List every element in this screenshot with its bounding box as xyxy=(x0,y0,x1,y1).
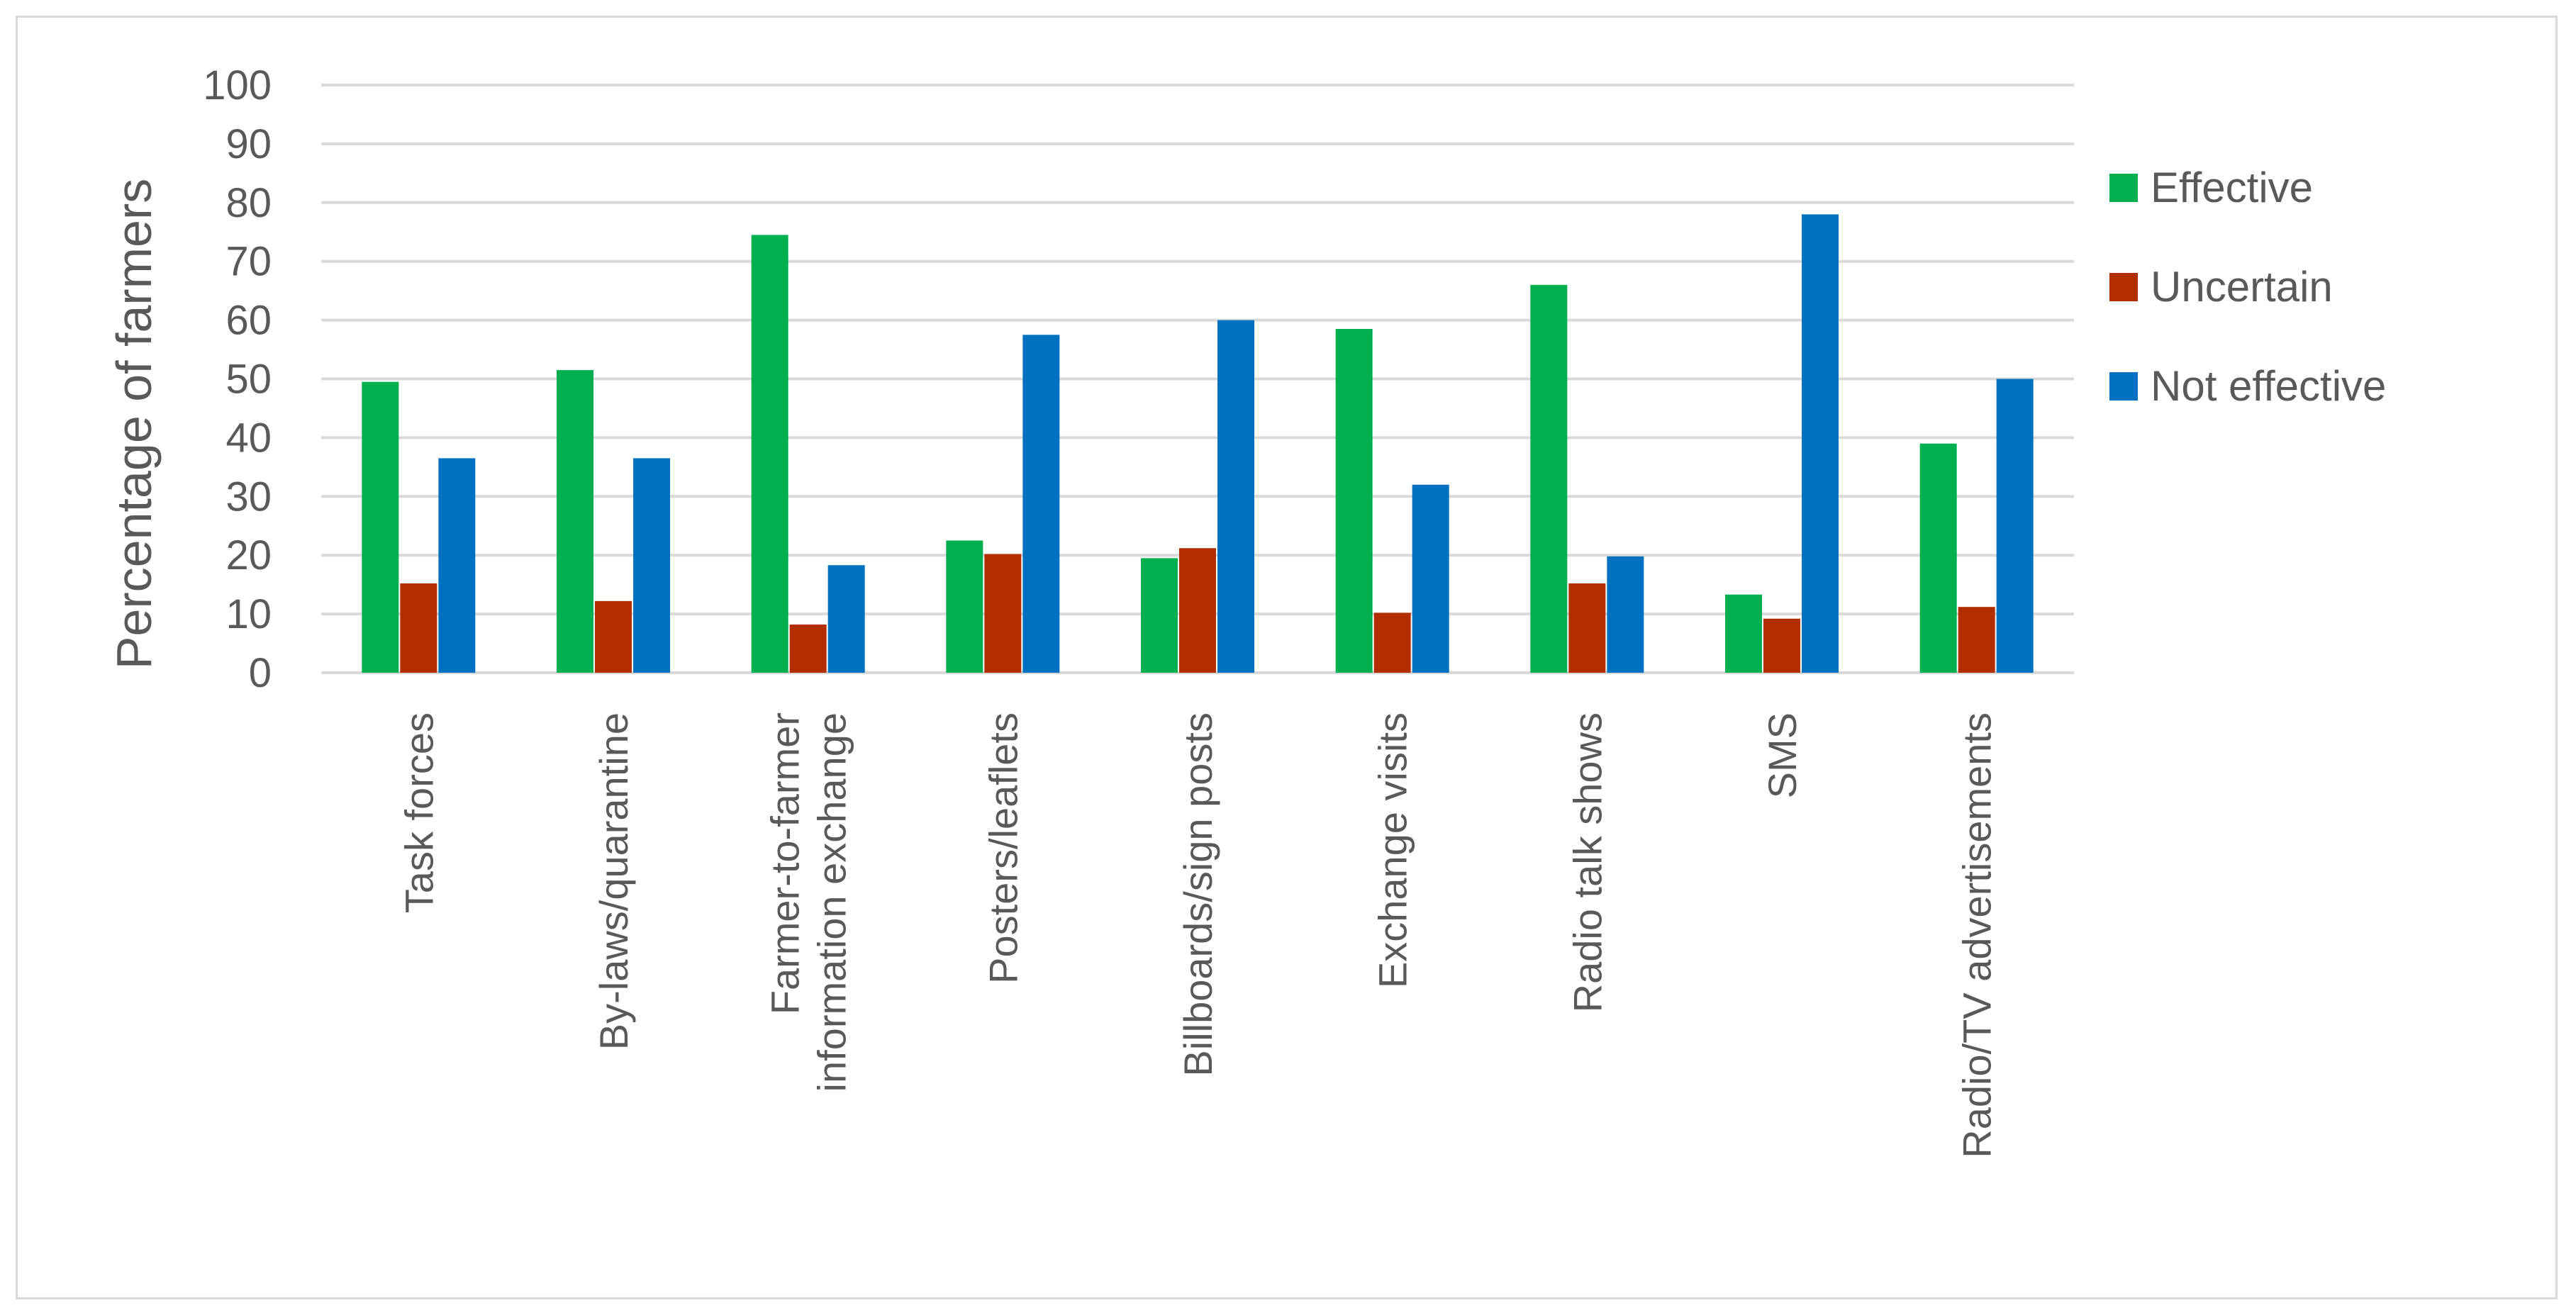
legend-label: Uncertain xyxy=(2151,263,2333,310)
x-tick-label: Posters/leaflets xyxy=(981,712,1025,984)
bar-not-effective xyxy=(1607,556,1644,673)
legend-swatch xyxy=(2109,273,2138,301)
bar-effective xyxy=(362,381,399,673)
x-tick-label: Farmer-to-farmerinformation exchange xyxy=(763,712,854,1092)
y-tick-label: 10 xyxy=(225,591,272,637)
x-tick-label-line: Posters/leaflets xyxy=(981,712,1025,984)
bar-not-effective xyxy=(438,458,476,673)
y-axis-ticks: 0 10 20 30 40 50 60 70 80 90 100 xyxy=(203,62,272,696)
bar-uncertain xyxy=(984,554,1022,673)
y-tick-label: 50 xyxy=(225,357,272,403)
bar-not-effective xyxy=(827,565,865,673)
bar-uncertain xyxy=(1373,612,1411,673)
bar-not-effective xyxy=(1412,484,1449,673)
x-tick-label: Exchange visits xyxy=(1371,712,1415,988)
y-axis-title: Percentage of farmers xyxy=(106,179,162,670)
legend-label: Not effective xyxy=(2151,362,2386,410)
bar-uncertain xyxy=(1763,618,1800,673)
x-tick-label-line: By-laws/quarantine xyxy=(591,712,636,1050)
x-tick-label: Radio/TV advertisements xyxy=(1955,712,2000,1158)
x-tick-label-line: information exchange xyxy=(810,712,854,1092)
y-tick-label: 60 xyxy=(225,298,272,344)
y-tick-label: 30 xyxy=(225,474,272,520)
bar-effective xyxy=(1335,329,1373,673)
x-tick-label-line: Farmer-to-farmer xyxy=(763,712,808,1014)
legend-swatch xyxy=(2109,372,2138,401)
bar-not-effective xyxy=(1022,335,1060,673)
bar-uncertain xyxy=(1568,583,1606,673)
bars xyxy=(362,214,2034,673)
x-tick-label-line: SMS xyxy=(1760,712,1805,798)
x-tick-label: By-laws/quarantine xyxy=(591,712,636,1050)
y-tick-label: 100 xyxy=(203,62,272,108)
x-axis-ticks: Task forces By-laws/quarantine Farmer-to-f… xyxy=(396,712,1999,1158)
bar-uncertain xyxy=(1179,548,1216,673)
bar-not-effective xyxy=(633,458,670,673)
bar-effective xyxy=(1141,558,1178,673)
bar-effective xyxy=(1530,284,1568,673)
x-tick-label: Radio talk shows xyxy=(1565,712,1610,1012)
legend: Effective Uncertain Not effective xyxy=(2109,164,2386,410)
bar-effective xyxy=(557,370,593,673)
bar-not-effective xyxy=(1217,320,1254,673)
x-tick-label: SMS xyxy=(1760,712,1805,798)
y-tick-label: 70 xyxy=(225,239,272,285)
bar-not-effective xyxy=(1996,379,2034,673)
x-tick-label: Billboards/sign posts xyxy=(1176,712,1220,1077)
x-tick-label-line: Exchange visits xyxy=(1371,712,1415,988)
legend-label: Effective xyxy=(2151,164,2313,211)
bar-effective xyxy=(1725,594,1762,673)
bar-effective xyxy=(751,235,788,673)
x-tick-label-line: Billboards/sign posts xyxy=(1176,712,1220,1077)
bar-chart: 0 10 20 30 40 50 60 70 80 90 100 Task forces By-law… xyxy=(106,62,2386,1158)
x-tick-label-line: Task forces xyxy=(396,712,441,913)
y-tick-label: 20 xyxy=(225,532,272,578)
y-tick-label: 40 xyxy=(225,415,272,461)
bar-uncertain xyxy=(400,583,437,673)
y-tick-label: 80 xyxy=(225,180,272,226)
legend-swatch xyxy=(2109,174,2138,202)
x-tick-label-line: Radio/TV advertisements xyxy=(1955,712,2000,1158)
bar-effective xyxy=(1919,443,1957,673)
x-tick-label-line: Radio talk shows xyxy=(1565,712,1610,1012)
y-tick-label: 0 xyxy=(249,650,272,696)
bar-not-effective xyxy=(1802,214,1839,673)
x-tick-label: Task forces xyxy=(396,712,441,913)
bar-uncertain xyxy=(789,625,827,673)
bar-uncertain xyxy=(1958,607,1995,673)
bar-uncertain xyxy=(595,600,632,673)
chart-frame: 0 10 20 30 40 50 60 70 80 90 100 Task forces By-law… xyxy=(16,16,2558,1299)
bar-effective xyxy=(946,540,983,673)
y-tick-label: 90 xyxy=(225,121,272,167)
